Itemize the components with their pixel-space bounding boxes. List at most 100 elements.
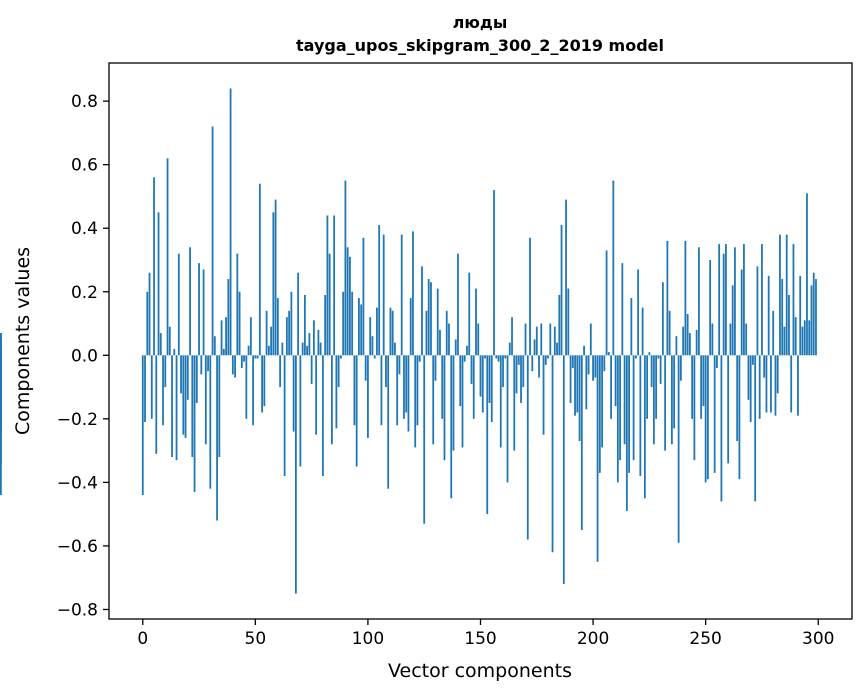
bar xyxy=(306,345,309,356)
bar xyxy=(265,310,268,356)
bar xyxy=(371,336,374,356)
bar xyxy=(450,355,453,499)
y-axis-ticks: −0.8 −0.6 −0.4 −0.2 0.0 0.2 0.4 0.6 0.8 xyxy=(57,92,109,620)
x-tick-label: 300 xyxy=(802,629,834,649)
bar xyxy=(535,326,538,356)
bar xyxy=(227,279,230,356)
bar xyxy=(202,269,205,356)
bar xyxy=(776,355,779,394)
bar xyxy=(580,355,583,531)
bar xyxy=(184,355,187,438)
bar xyxy=(583,345,585,356)
bar xyxy=(542,355,545,435)
y-tick-label: −0.6 xyxy=(57,537,98,557)
x-tick-label: 50 xyxy=(245,629,267,649)
bar xyxy=(605,250,608,356)
x-tick-label: 0 xyxy=(137,629,148,649)
bar xyxy=(565,199,567,356)
bar xyxy=(459,355,462,407)
bar xyxy=(195,355,198,403)
bar xyxy=(718,244,721,356)
bar xyxy=(225,317,227,356)
bar xyxy=(495,355,498,359)
bar xyxy=(367,355,369,438)
bar xyxy=(331,355,333,445)
bar xyxy=(312,320,315,356)
bar xyxy=(186,355,189,400)
bar xyxy=(722,253,725,356)
bar xyxy=(547,355,549,359)
bar xyxy=(693,355,696,461)
bar xyxy=(157,212,160,356)
bar xyxy=(700,355,703,419)
bar xyxy=(448,323,450,356)
bar xyxy=(783,326,786,356)
bar xyxy=(340,355,342,359)
bar xyxy=(439,329,441,356)
bar xyxy=(391,310,394,356)
bar xyxy=(553,326,556,356)
bar xyxy=(506,355,509,483)
bar xyxy=(421,266,423,356)
bar xyxy=(432,355,435,445)
bar xyxy=(274,199,277,356)
bar xyxy=(639,355,642,477)
bar xyxy=(396,355,399,426)
bar xyxy=(790,355,793,413)
y-tick-label: −0.4 xyxy=(57,473,98,493)
bar xyxy=(0,333,2,356)
bar xyxy=(637,269,640,356)
bar xyxy=(673,355,676,429)
bar xyxy=(551,355,554,553)
bar xyxy=(324,294,327,356)
bar xyxy=(198,263,200,356)
bar xyxy=(657,355,660,359)
bar xyxy=(641,307,644,356)
bar xyxy=(238,291,241,356)
bar xyxy=(592,355,594,381)
x-tick-label: 200 xyxy=(577,629,609,649)
bar xyxy=(749,355,752,423)
bar xyxy=(175,355,178,461)
bar xyxy=(159,333,162,356)
bar xyxy=(204,355,207,445)
bar xyxy=(222,348,225,356)
bar xyxy=(574,355,576,416)
bar xyxy=(549,323,552,356)
bar xyxy=(288,310,291,356)
bar xyxy=(0,355,2,429)
bar xyxy=(427,279,430,356)
bar xyxy=(731,285,734,356)
bar xyxy=(200,355,203,375)
bar xyxy=(628,355,630,473)
chart-title: люды xyxy=(453,13,508,32)
bar xyxy=(698,247,700,356)
bar xyxy=(682,326,685,356)
bar xyxy=(661,282,664,356)
bar xyxy=(484,355,486,359)
bar xyxy=(524,323,527,356)
bar xyxy=(781,279,784,356)
bar xyxy=(349,256,351,356)
bar xyxy=(245,355,248,419)
bar xyxy=(544,355,547,365)
bar xyxy=(601,355,603,448)
bar xyxy=(166,158,169,356)
bar xyxy=(141,355,144,496)
bar xyxy=(517,355,520,365)
bar xyxy=(610,355,612,419)
bar xyxy=(666,240,669,356)
bar xyxy=(479,355,482,397)
bar xyxy=(529,237,531,356)
y-tick-label: 0.0 xyxy=(71,346,98,366)
bar xyxy=(621,263,624,356)
bar xyxy=(596,355,599,562)
bar xyxy=(333,215,336,356)
bar xyxy=(344,180,347,356)
bar xyxy=(168,326,171,356)
bar xyxy=(173,348,176,356)
bar xyxy=(511,317,513,356)
bar xyxy=(486,355,489,515)
bar xyxy=(508,342,511,356)
bar xyxy=(797,355,799,416)
